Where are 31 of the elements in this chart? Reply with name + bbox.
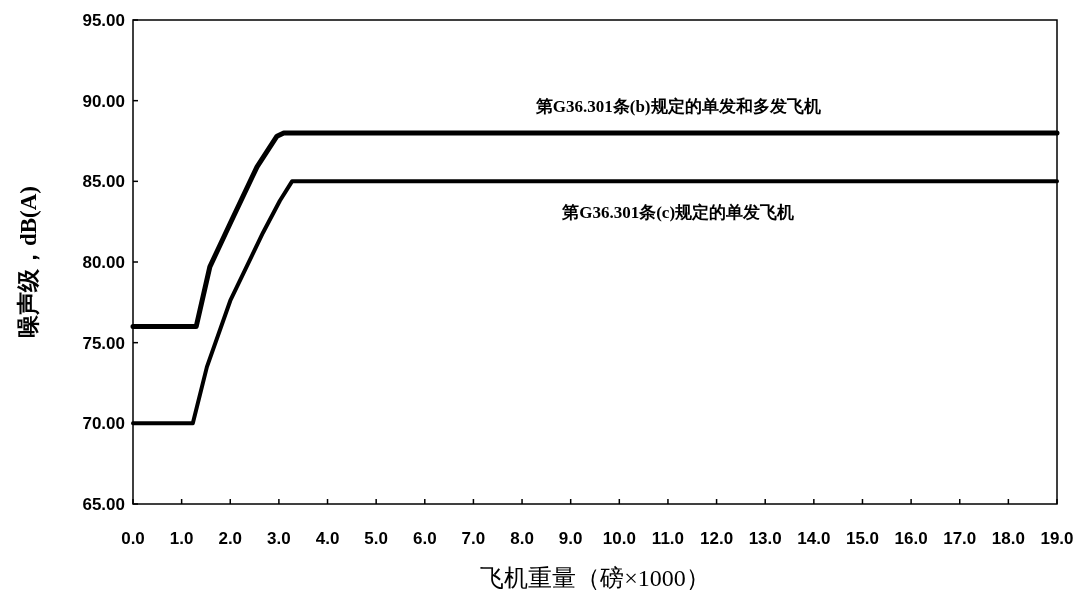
- y-tick-label: 80.00: [82, 253, 125, 272]
- x-axis-title: 飞机重量（磅×1000）: [480, 565, 710, 591]
- y-tick-label: 75.00: [82, 333, 125, 353]
- x-tick-label: 5.0: [364, 529, 388, 548]
- x-tick-label: 19.0: [1040, 529, 1074, 548]
- x-tick-label: 8.0: [510, 529, 534, 548]
- x-tick-label: 3.0: [267, 529, 291, 548]
- series-label: 第G36.301条(b)规定的单发和多发飞机: [534, 96, 821, 116]
- x-tick-label: 18.0: [991, 529, 1025, 548]
- x-tick-label: 0.0: [121, 529, 145, 548]
- x-tick-label: 4.0: [315, 529, 340, 548]
- series-label: 第G36.301条(c)规定的单发飞机: [561, 203, 795, 223]
- y-tick-label: 95.00: [82, 11, 125, 30]
- x-tick-label: 10.0: [602, 529, 636, 548]
- x-tick-label: 16.0: [894, 529, 928, 548]
- x-tick-label: 15.0: [845, 529, 880, 548]
- x-tick-label: 2.0: [218, 529, 243, 548]
- x-tick-label: 11.0: [651, 529, 685, 548]
- x-tick-label: 1.0: [169, 529, 194, 548]
- x-tick-label: 7.0: [461, 529, 486, 548]
- x-tick-label: 14.0: [797, 529, 831, 548]
- x-tick-label: 13.0: [748, 529, 782, 548]
- x-tick-label: 9.0: [558, 529, 583, 548]
- x-tick-label: 6.0: [412, 529, 437, 548]
- x-tick-label: 12.0: [700, 529, 734, 548]
- y-tick-label: 65.00: [82, 495, 125, 514]
- x-tick-label: 17.0: [943, 529, 977, 548]
- y-tick-label: 85.00: [82, 172, 125, 192]
- y-axis-title: 噪声级，dB(A): [16, 185, 41, 339]
- y-tick-label: 90.00: [82, 91, 125, 111]
- y-tick-label: 70.00: [82, 414, 125, 434]
